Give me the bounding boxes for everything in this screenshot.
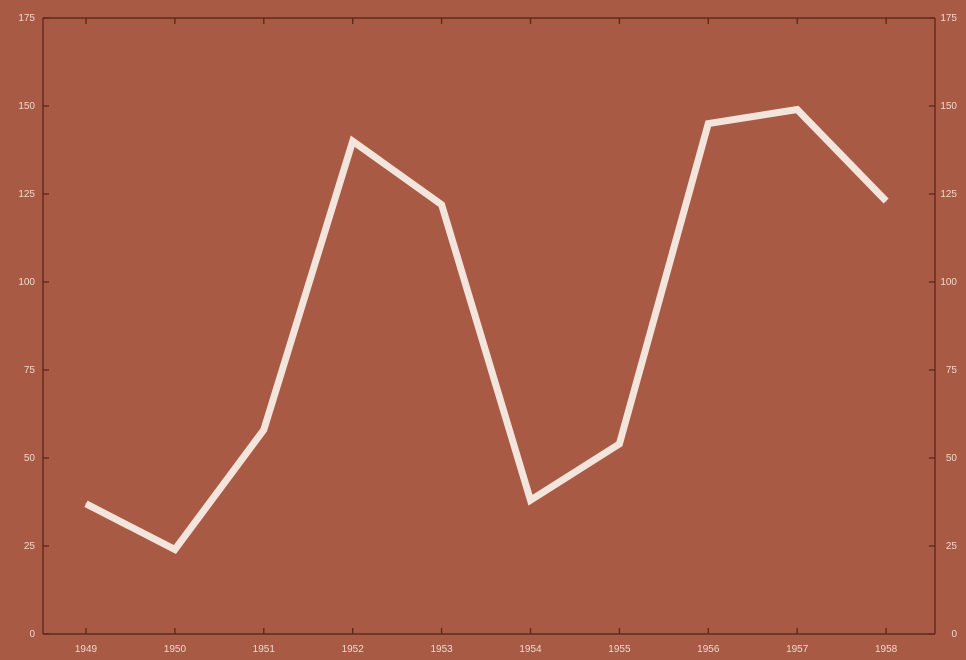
chart-series [84, 105, 889, 554]
y-tick-label-left: 50 [24, 453, 36, 464]
data-point [885, 200, 887, 202]
x-tick-label: 1951 [253, 644, 276, 655]
x-tick-label: 1954 [519, 644, 542, 655]
y-tick-label-right: 75 [946, 365, 958, 376]
x-tick-label: 1953 [430, 644, 453, 655]
series-line [84, 105, 889, 554]
y-tick-label-left: 150 [18, 101, 35, 112]
y-tick-label-left: 25 [24, 541, 36, 552]
data-point [796, 109, 798, 111]
data-point [263, 429, 265, 431]
x-tick-label: 1957 [786, 644, 809, 655]
x-tick-label: 1949 [75, 644, 98, 655]
y-tick-label-right: 0 [951, 629, 957, 640]
x-tick-label: 1956 [697, 644, 720, 655]
x-tick-label: 1952 [342, 644, 365, 655]
y-tick-label-right: 50 [946, 453, 958, 464]
data-point [530, 499, 531, 501]
y-tick-label-left: 100 [18, 277, 35, 288]
y-tick-label-right: 25 [946, 541, 958, 552]
y-tick-label-right: 125 [940, 189, 957, 200]
y-tick-label-right: 175 [940, 13, 957, 24]
x-tick-label: 1958 [875, 644, 898, 655]
data-point [174, 549, 176, 551]
data-point [707, 123, 709, 125]
y-tick-label-left: 175 [18, 13, 35, 24]
y-tick-label-right: 100 [940, 277, 957, 288]
data-point [441, 204, 443, 206]
x-tick-label: 1950 [164, 644, 187, 655]
y-tick-label-left: 125 [18, 189, 35, 200]
chart-ticks [43, 17, 935, 635]
chart-axes [42, 17, 936, 635]
data-point [85, 503, 87, 505]
y-tick-label-left: 75 [24, 365, 36, 376]
chart-tick-labels: 0 25 50 75 100 125 150 175 0 25 50 75 100 125 150 175 19… [18, 13, 957, 655]
x-tick-label: 1955 [608, 644, 631, 655]
data-point [352, 140, 354, 142]
data-point [618, 443, 620, 445]
y-tick-label-right: 150 [940, 101, 957, 112]
y-tick-label-left: 0 [29, 629, 35, 640]
